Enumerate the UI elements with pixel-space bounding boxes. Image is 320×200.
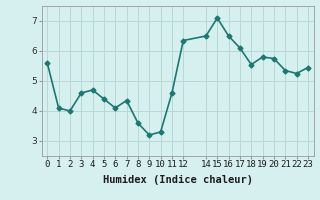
X-axis label: Humidex (Indice chaleur): Humidex (Indice chaleur) [103,175,252,185]
